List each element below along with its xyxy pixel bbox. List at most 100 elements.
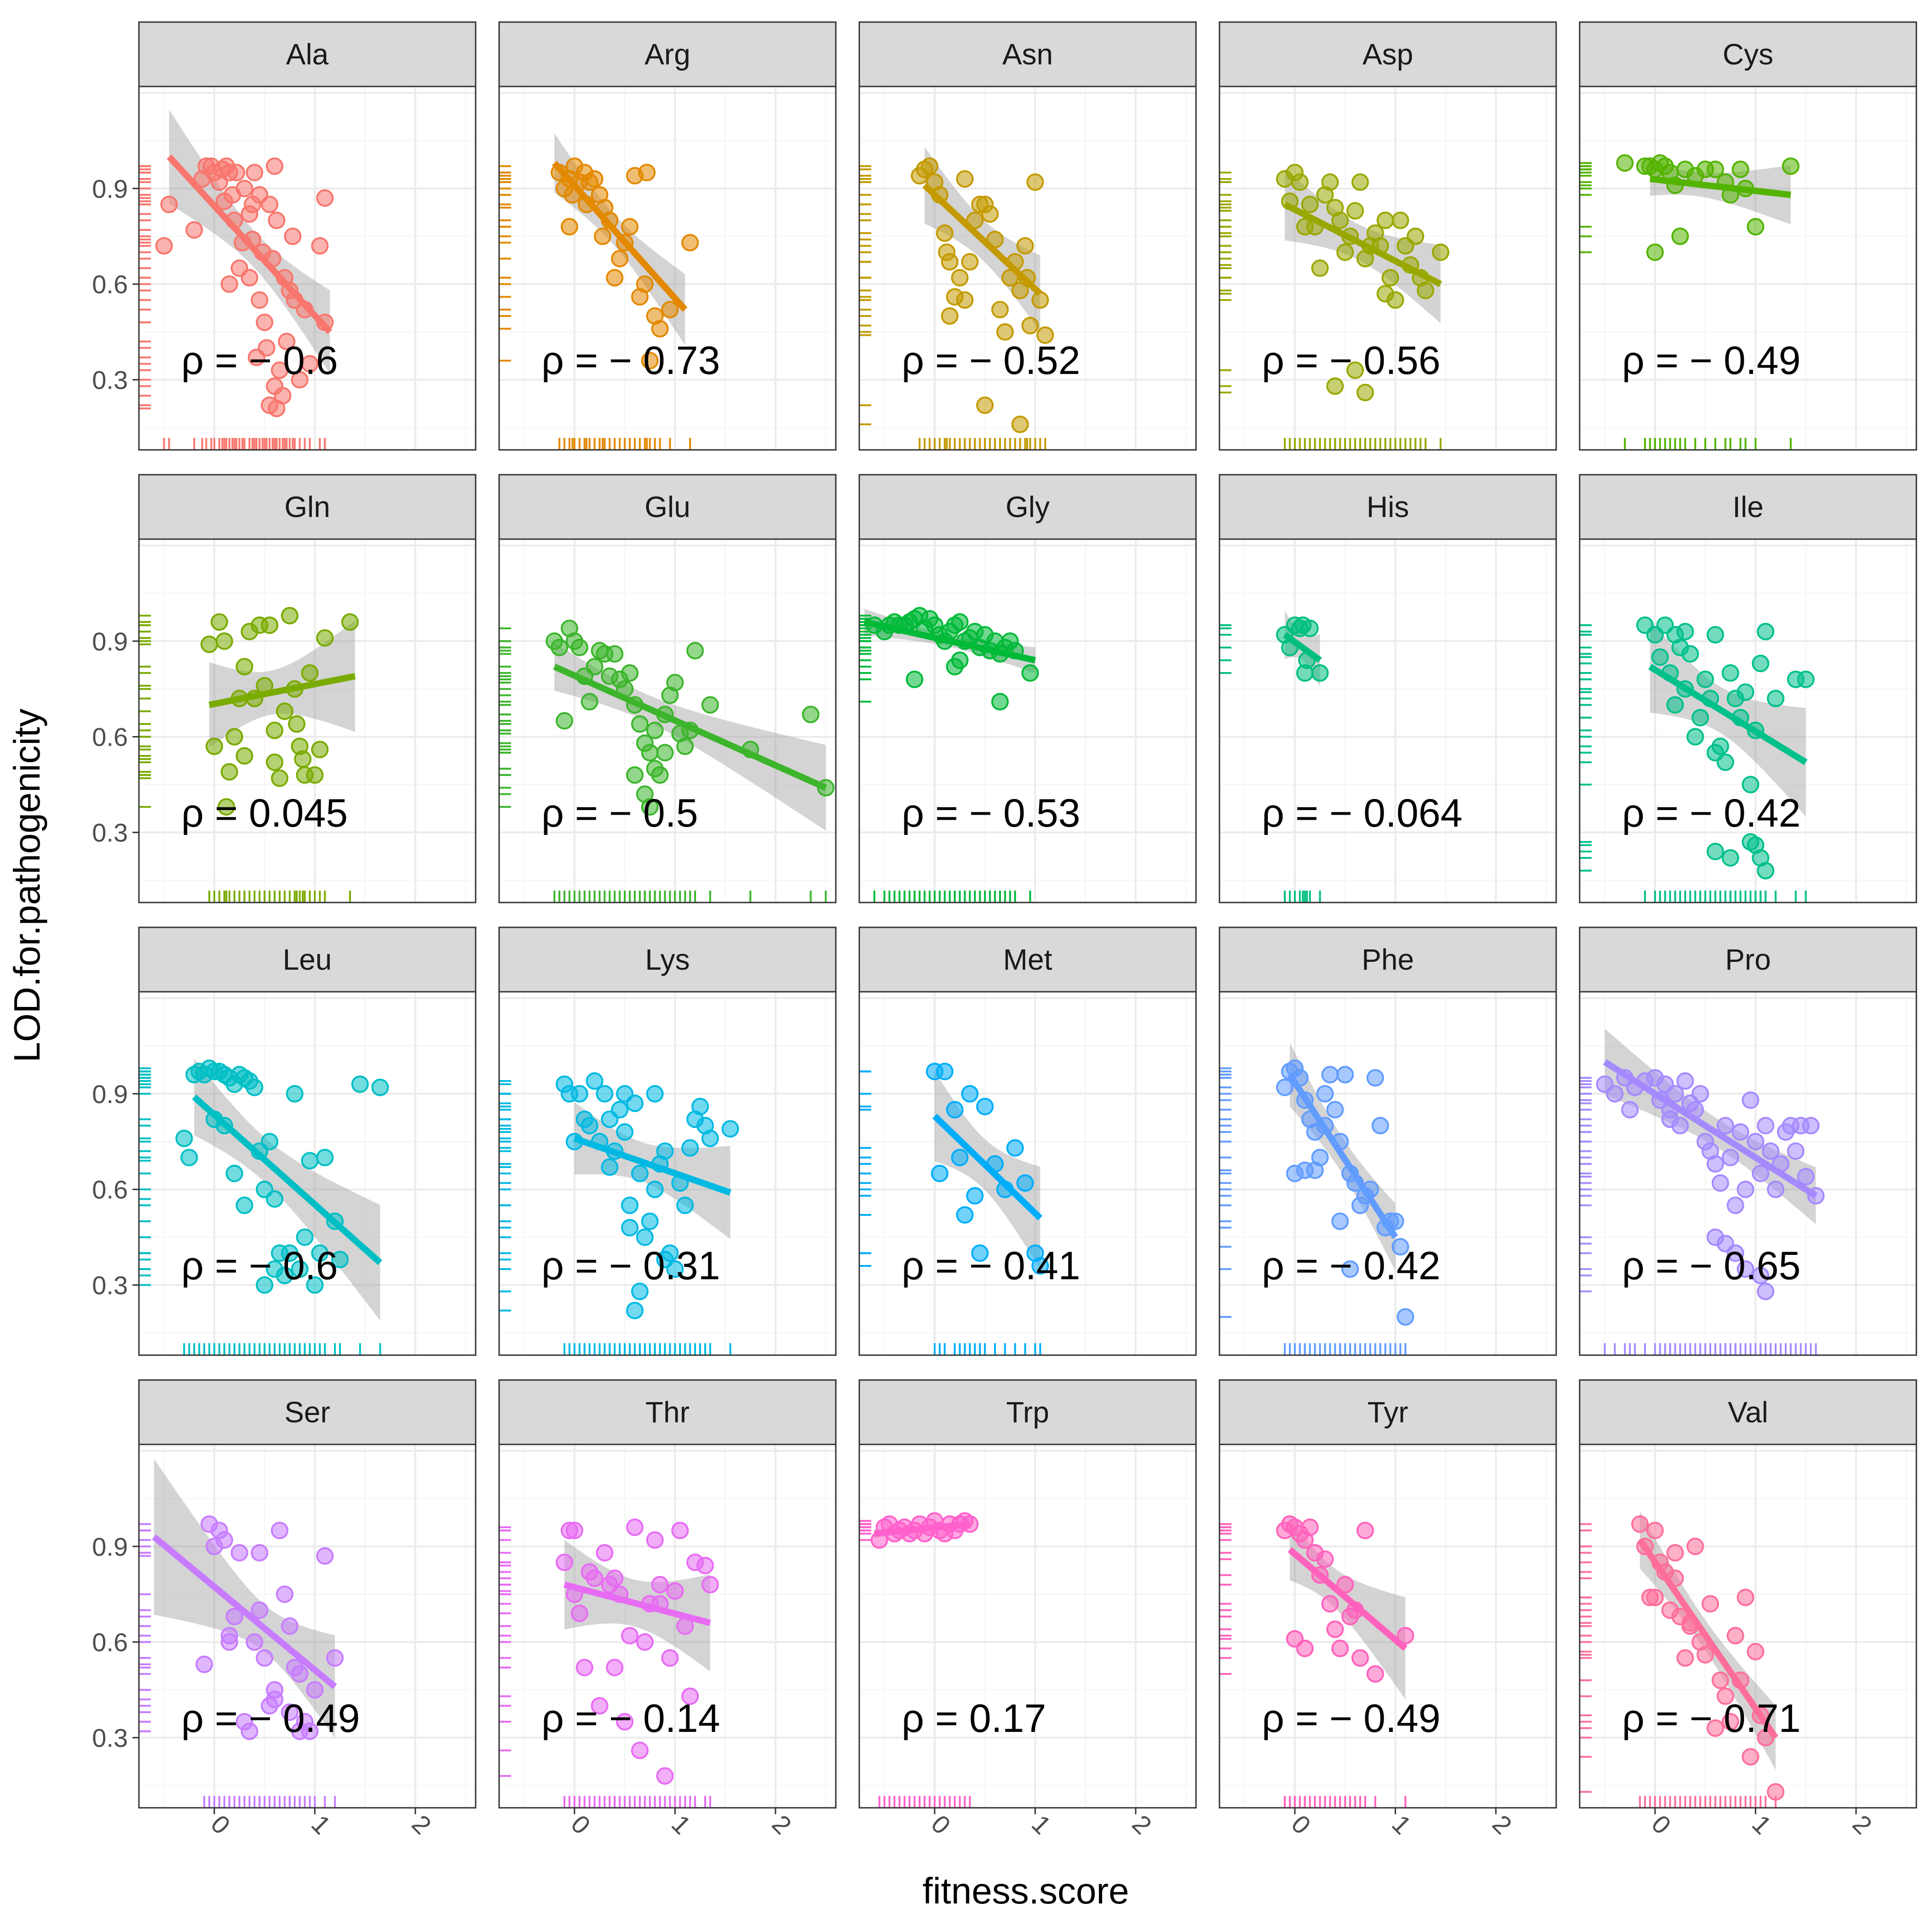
panel-plot-area — [1580, 539, 1916, 903]
panel-background — [859, 1444, 1196, 1808]
data-point — [1691, 709, 1709, 727]
data-point — [631, 715, 649, 733]
data-point — [581, 693, 598, 711]
panel-plot-area — [859, 539, 1196, 903]
data-point — [1316, 1550, 1334, 1568]
data-point — [606, 1570, 624, 1587]
data-point — [641, 1212, 659, 1230]
regression-line — [922, 183, 1043, 296]
x-tick-label: 1 — [666, 1809, 697, 1840]
data-point — [1341, 1260, 1359, 1278]
panel-plot-area — [139, 992, 476, 1355]
data-point — [227, 164, 245, 182]
data-point — [596, 1544, 614, 1562]
data-point — [551, 638, 569, 656]
data-point — [230, 1544, 248, 1562]
panel-plot-area — [499, 1444, 836, 1808]
data-point — [326, 1649, 344, 1667]
panel-border — [498, 1443, 837, 1809]
data-point — [256, 1649, 274, 1667]
data-point — [246, 164, 264, 182]
data-point — [1742, 1091, 1760, 1109]
data-point — [606, 1659, 624, 1677]
x-tick-label: 0 — [565, 1809, 596, 1840]
data-point — [575, 1659, 593, 1677]
data-point — [616, 1085, 634, 1103]
data-point — [1646, 1588, 1664, 1606]
data-point — [296, 1228, 314, 1246]
data-point — [1291, 173, 1309, 191]
panel-background — [139, 1444, 476, 1808]
data-point — [1336, 1066, 1354, 1084]
data-point — [1676, 622, 1694, 640]
data-point — [951, 269, 969, 287]
data-point — [1376, 285, 1394, 303]
facet-strip — [498, 1379, 837, 1445]
data-point — [1381, 269, 1399, 287]
data-point — [220, 1633, 238, 1651]
data-point — [258, 339, 276, 357]
confidence-band — [1650, 621, 1806, 817]
panel-plot-area — [499, 539, 836, 903]
data-point — [1301, 1518, 1319, 1536]
facet-panel-ala: Ala ρ = − 0.6 0.3 0.6 0.9 — [92, 21, 477, 451]
regression-line — [208, 673, 356, 708]
facet-strip — [498, 21, 837, 87]
facet-strip — [138, 474, 477, 540]
x-tick-label: 1 — [306, 1809, 337, 1840]
x-tick-label: 2 — [1487, 1809, 1518, 1840]
data-point — [646, 1085, 664, 1103]
data-point — [556, 1553, 574, 1571]
regression-line — [1288, 1547, 1408, 1651]
data-point — [251, 1544, 269, 1562]
data-point — [160, 196, 178, 213]
data-point — [251, 1601, 269, 1619]
data-point — [565, 1522, 583, 1540]
data-point — [1721, 664, 1739, 682]
x-tick-label: 0 — [1286, 1809, 1317, 1840]
facet-panel-glu: Glu ρ = − 0.5 — [498, 474, 837, 903]
data-point — [1356, 1522, 1374, 1540]
facet-strip-label: Arg — [644, 38, 690, 71]
panel-border — [498, 538, 837, 903]
data-point — [641, 744, 659, 762]
data-point — [316, 1149, 334, 1167]
x-tick-label: 1 — [1747, 1809, 1777, 1840]
data-point — [1026, 173, 1044, 191]
data-point — [920, 157, 938, 175]
regression-line — [192, 1094, 383, 1265]
data-point — [626, 1301, 644, 1319]
data-point — [281, 607, 299, 625]
data-point — [621, 1219, 639, 1236]
panel-plot-area — [859, 992, 1196, 1355]
rho-annotation: ρ = − 0.6 — [181, 1244, 338, 1288]
panel-background — [1580, 1444, 1916, 1808]
data-point — [646, 1180, 664, 1198]
data-point — [641, 798, 659, 816]
panel-border — [858, 991, 1197, 1356]
data-point — [961, 253, 979, 271]
data-point — [686, 642, 704, 660]
data-point — [626, 766, 644, 784]
facet-strip — [1579, 474, 1917, 540]
data-point — [621, 1627, 639, 1644]
data-point — [1726, 1244, 1744, 1262]
data-point — [671, 1522, 689, 1540]
data-point — [268, 212, 286, 230]
y-tick-label: 0.6 — [92, 1628, 128, 1657]
regression-line — [573, 1135, 731, 1196]
rho-annotation: ρ = − 0.49 — [181, 1696, 360, 1741]
data-point — [155, 237, 173, 255]
data-point — [596, 1085, 614, 1103]
data-point — [1356, 384, 1374, 402]
facet-panel-arg: Arg ρ = − 0.73 — [498, 21, 837, 451]
data-point — [666, 1582, 684, 1600]
data-point — [971, 1244, 989, 1262]
data-point — [220, 763, 238, 781]
rho-annotation: ρ = − 0.52 — [902, 339, 1080, 383]
data-point — [1747, 1133, 1765, 1150]
facet-strip-label: Ala — [286, 38, 329, 71]
data-point — [196, 1656, 213, 1673]
data-point — [301, 355, 319, 373]
data-point — [1336, 1576, 1354, 1593]
